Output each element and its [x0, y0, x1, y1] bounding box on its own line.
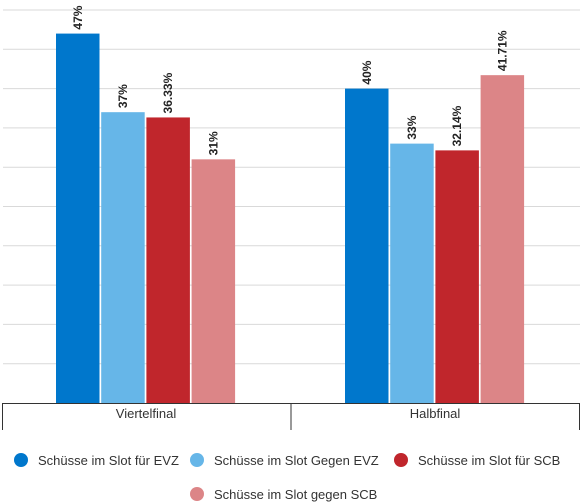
bar: [480, 75, 525, 404]
data-label: 40%: [360, 60, 374, 84]
bar: [101, 112, 145, 404]
bar: [390, 143, 434, 403]
data-labels: 47% 37% 36.33% 31% 40% 33% 32.14% 41.71%: [71, 5, 510, 155]
legend-label: Schüsse im Slot Gegen EVZ: [214, 453, 379, 468]
bar: [345, 88, 389, 403]
data-label: 36.33%: [161, 72, 175, 113]
data-label: 32.14%: [450, 105, 464, 146]
x-tick-label: Viertelfinal: [116, 406, 177, 421]
data-label: 31%: [206, 131, 220, 155]
data-label: 41.71%: [495, 30, 509, 71]
data-label: 47%: [71, 5, 85, 29]
data-label: 37%: [116, 84, 130, 108]
bar: [146, 117, 190, 403]
legend-label: Schüsse im Slot gegen SCB: [214, 487, 377, 502]
legend-marker: [14, 453, 28, 467]
data-label: 33%: [405, 115, 419, 139]
legend-marker: [190, 453, 204, 467]
legend-marker: [394, 453, 408, 467]
x-tick-label: Halbfinal: [410, 406, 461, 421]
legend-label: Schüsse im Slot für EVZ: [38, 453, 179, 468]
bar: [191, 159, 236, 403]
bar: [435, 150, 479, 403]
legend-label: Schüsse im Slot für SCB: [418, 453, 560, 468]
x-axis: Viertelfinal Halbfinal: [2, 403, 580, 430]
legend-marker: [190, 487, 204, 501]
legend: Schüsse im Slot für EVZ Schüsse im Slot G…: [14, 453, 560, 502]
bars: [56, 33, 525, 404]
bar: [56, 33, 100, 403]
